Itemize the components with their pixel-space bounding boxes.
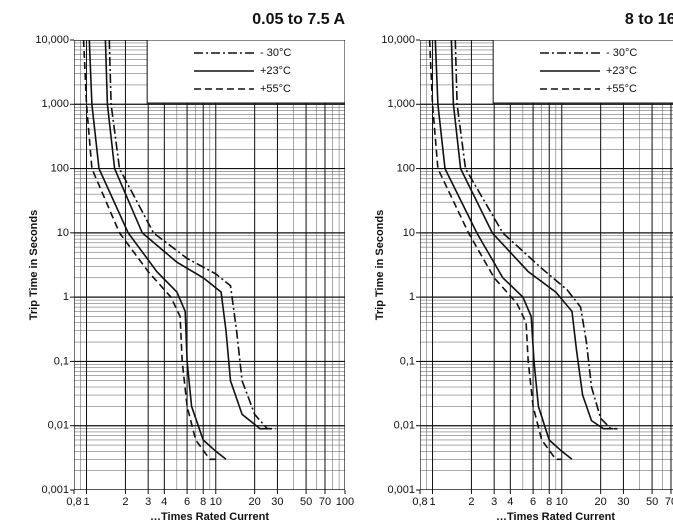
x-tick-label: 0,8	[412, 496, 427, 508]
y-tick-label: 1	[63, 291, 69, 303]
y-tick-label: 0,1	[400, 355, 415, 367]
x-tick-label: 30	[271, 496, 283, 508]
y-axis-label: Trip Time in Seconds	[28, 210, 40, 320]
x-tick-label: 4	[161, 496, 167, 508]
x-axis-label: …Times Rated Current	[150, 511, 269, 523]
x-tick-label: 4	[507, 496, 513, 508]
x-tick-label: 1	[429, 496, 435, 508]
x-tick-label: 10	[556, 496, 568, 508]
curve	[108, 40, 276, 430]
y-tick-label: 10	[403, 227, 415, 239]
legend-label: +55°C	[260, 83, 291, 95]
y-tick-label: 1,000	[387, 98, 415, 110]
plot-frame	[420, 40, 673, 490]
curve	[428, 40, 562, 461]
x-tick-label: 1	[83, 496, 89, 508]
x-tick-label: 50	[300, 496, 312, 508]
curve	[454, 40, 618, 430]
curve	[434, 40, 614, 460]
chart-title: 0.05 to 7.5 A	[252, 11, 345, 28]
x-tick-label: 100	[336, 496, 354, 508]
x-tick-label: 10	[210, 496, 222, 508]
y-tick-label: 1,000	[41, 98, 69, 110]
x-tick-label: 3	[145, 496, 151, 508]
legend-label: +55°C	[606, 83, 637, 95]
plot-frame	[74, 40, 345, 490]
x-tick-label: 6	[530, 496, 536, 508]
legend-label: +23°C	[606, 65, 637, 77]
curve	[88, 40, 270, 460]
y-tick-label: 100	[51, 162, 69, 174]
x-tick-label: 50	[646, 496, 658, 508]
x-tick-label: 3	[491, 496, 497, 508]
x-tick-label: 0,8	[66, 496, 81, 508]
x-tick-label: 70	[665, 496, 673, 508]
x-tick-label: 2	[468, 496, 474, 508]
x-axis-label: …Times Rated Current	[496, 511, 615, 523]
y-tick-label: 100	[397, 162, 415, 174]
legend-label: - 30°C	[606, 47, 637, 59]
x-tick-label: 8	[200, 496, 206, 508]
x-tick-label: 20	[595, 496, 607, 508]
y-tick-label: 10	[57, 227, 69, 239]
x-tick-label: 8	[546, 496, 552, 508]
y-tick-label: 0,01	[394, 420, 415, 432]
y-tick-label: 10,000	[35, 34, 69, 46]
x-tick-label: 6	[184, 496, 190, 508]
y-tick-label: 0,1	[54, 355, 69, 367]
plot: - 30°C +23°C +55°C	[74, 40, 345, 490]
y-axis-label: Trip Time in Seconds	[374, 210, 386, 320]
x-tick-label: 30	[617, 496, 629, 508]
x-tick-label: 70	[319, 496, 331, 508]
y-tick-label: 0,01	[48, 420, 69, 432]
y-tick-label: 10,000	[381, 34, 415, 46]
y-tick-label: 0,001	[387, 484, 415, 496]
legend-label: - 30°C	[260, 47, 291, 59]
plot: - 30°C +23°C +55°C	[420, 40, 673, 490]
chart-title: 8 to 16 A	[625, 11, 673, 28]
x-tick-label: 20	[249, 496, 261, 508]
x-tick-label: 2	[122, 496, 128, 508]
y-tick-label: 0,001	[41, 484, 69, 496]
curve	[82, 40, 216, 461]
y-tick-label: 1	[409, 291, 415, 303]
legend-label: +23°C	[260, 65, 291, 77]
